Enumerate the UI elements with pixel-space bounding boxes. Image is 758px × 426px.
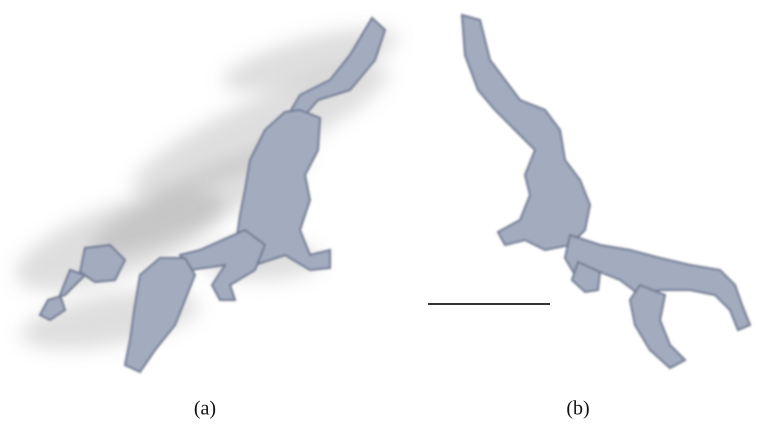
panel-a-image	[15, 16, 398, 374]
panel-label: (a)	[194, 398, 216, 420]
panel-label: (b)	[566, 398, 589, 420]
panel-b-image	[428, 13, 752, 370]
